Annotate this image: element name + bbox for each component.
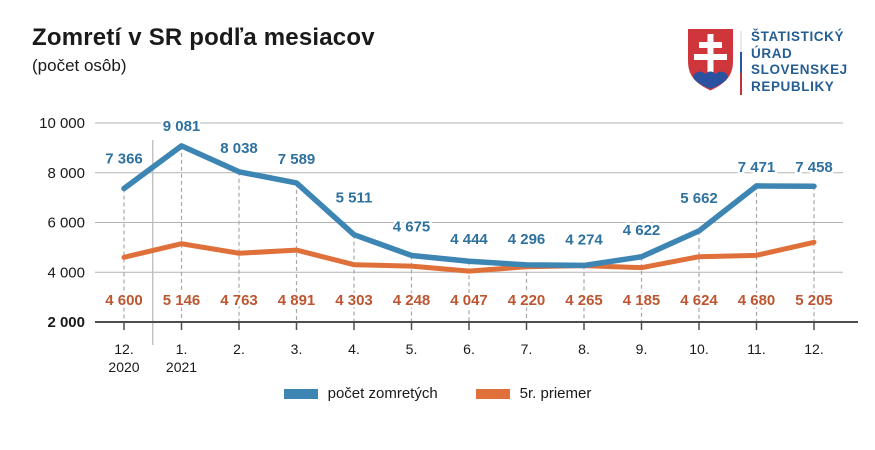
data-label-average: 4 248 [393, 292, 431, 309]
data-label-deaths: 4 675 [393, 218, 431, 235]
y-axis-label: 4 000 [47, 264, 85, 281]
data-label-deaths: 4 622 [623, 222, 661, 239]
data-label-deaths: 5 662 [680, 190, 718, 207]
data-label-deaths: 7 458 [795, 159, 833, 176]
data-label-average: 4 624 [680, 292, 718, 309]
data-label-average: 4 600 [105, 292, 143, 309]
statistical-office-logo: ŠTATISTICKÝ ÚRAD SLOVENSKEJ REPUBLIKY [687, 28, 848, 95]
data-label-deaths: 8 038 [220, 140, 258, 157]
data-label-deaths: 5 511 [336, 190, 373, 207]
x-axis-label: 5. [406, 341, 418, 357]
data-label-deaths: 7 589 [278, 151, 316, 168]
data-label-deaths: 4 296 [508, 231, 546, 248]
x-axis-label: 3. [291, 341, 303, 357]
x-axis-label: 11. [747, 341, 765, 357]
data-label-deaths: 7 366 [105, 151, 143, 168]
data-label-average: 4 303 [335, 292, 373, 309]
x-axis-label: 2. [233, 341, 245, 357]
data-label-deaths: 7 471 [738, 159, 776, 176]
y-axis-label: 6 000 [47, 215, 85, 232]
chart-subtitle: (počet osôb) [32, 56, 127, 75]
x-axis-label: 8. [578, 341, 590, 357]
chart-title: Zomretí v SR podľa mesiacov [32, 24, 375, 51]
legend-label-average: 5r. priemer [519, 385, 592, 402]
x-axis-label: 12. [114, 341, 133, 357]
y-axis-label: 2 000 [47, 314, 85, 331]
legend-item-average: 5r. priemer [475, 385, 592, 402]
y-axis-label: 8 000 [47, 165, 85, 182]
data-label-average: 4 047 [450, 292, 488, 309]
x-axis-label: 10. [689, 341, 708, 357]
x-axis-label: 1. [176, 341, 188, 357]
logo-text: ŠTATISTICKÝ ÚRAD SLOVENSKEJ REPUBLIKY [751, 29, 848, 95]
logo-text-line: REPUBLIKY [751, 78, 835, 94]
y-axis-label: 10 000 [39, 115, 85, 132]
legend-label-deaths: počet zomretých [327, 385, 438, 402]
data-label-average: 4 680 [738, 292, 776, 309]
data-label-average: 5 205 [795, 292, 833, 309]
data-label-average: 4 185 [623, 292, 661, 309]
x-axis-label: 9. [636, 341, 648, 357]
legend: počet zomretých 5r. priemer [0, 385, 875, 402]
logo-text-line: SLOVENSKEJ [751, 62, 848, 77]
x-axis-label: 7. [521, 341, 533, 357]
data-label-deaths: 4 444 [450, 231, 488, 248]
legend-swatch-average [475, 388, 510, 399]
data-label-average: 4 763 [220, 292, 258, 309]
x-axis-year-label: 2020 [108, 359, 139, 375]
x-axis-label: 6. [463, 341, 475, 357]
series-line-deaths [121, 143, 817, 269]
logo-flag-divider [740, 31, 742, 95]
logo-text-line: ŠTATISTICKÝ [751, 29, 845, 44]
data-label-deaths: 9 081 [163, 118, 201, 135]
logo-text-line: ÚRAD [751, 45, 793, 61]
data-label-deaths: 4 274 [565, 231, 603, 248]
data-label-average: 4 220 [508, 292, 546, 309]
series-line-average [121, 239, 817, 274]
x-axis-label: 12. [804, 341, 823, 357]
legend-item-deaths: počet zomretých [283, 385, 438, 402]
data-label-average: 4 265 [565, 292, 603, 309]
data-label-average: 4 891 [278, 292, 316, 309]
x-axis-year-label: 2021 [166, 359, 197, 375]
x-axis-label: 4. [348, 341, 360, 357]
legend-swatch-deaths [283, 388, 318, 399]
slovak-coat-of-arms-icon [688, 29, 733, 91]
data-label-average: 5 146 [163, 292, 201, 309]
